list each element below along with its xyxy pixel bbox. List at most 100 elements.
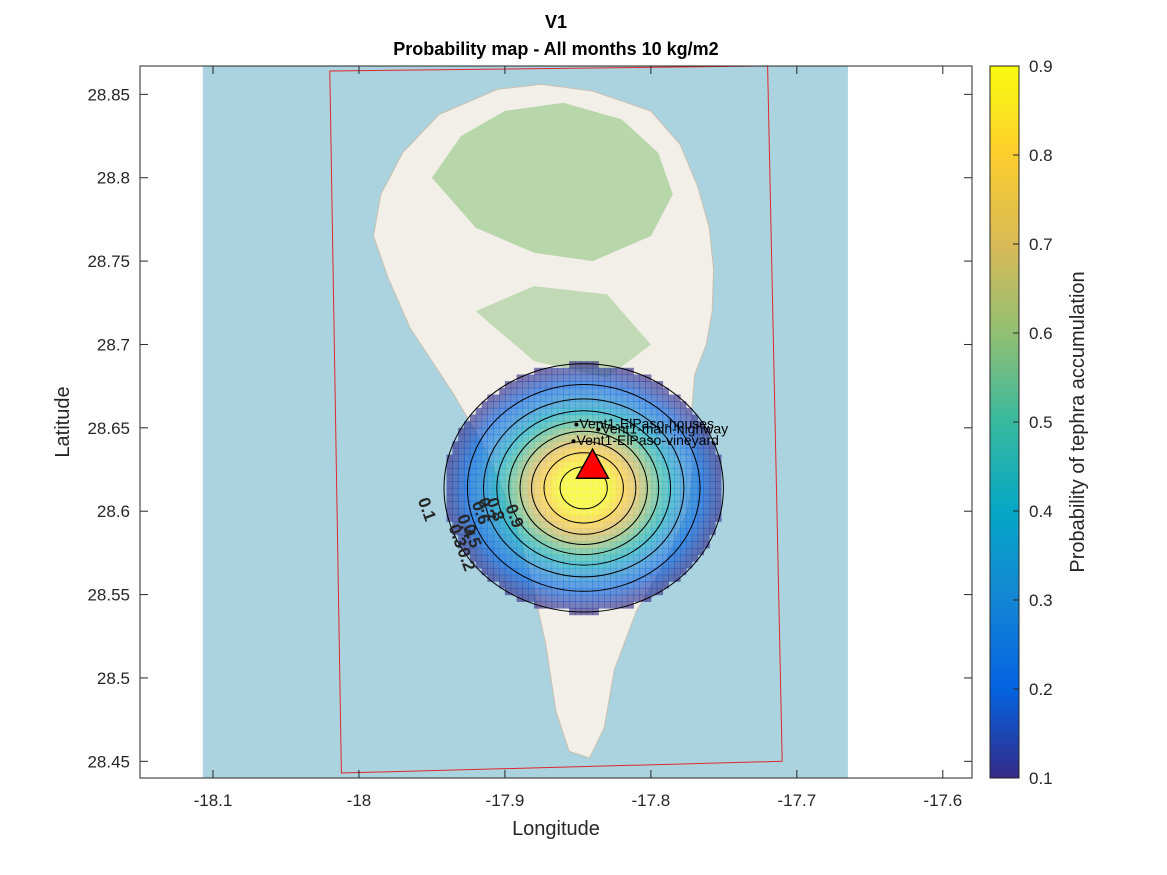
heatmap-cell xyxy=(645,381,652,389)
heatmap-cell xyxy=(592,374,599,382)
heatmap-cell xyxy=(481,487,488,496)
heatmap-cell xyxy=(516,421,523,429)
heatmap-cell xyxy=(499,481,506,489)
heatmap-cell xyxy=(504,474,512,482)
heatmap-cell xyxy=(575,434,582,442)
heatmap-cell xyxy=(645,447,652,456)
heatmap-cell xyxy=(504,527,512,536)
heatmap-cell xyxy=(522,374,529,382)
heatmap-cell xyxy=(575,481,582,489)
heatmap-cell xyxy=(627,501,634,509)
heatmap-cell xyxy=(645,407,652,416)
heatmap-cell xyxy=(639,401,646,409)
heatmap-cell xyxy=(551,501,558,509)
heatmap-cell xyxy=(569,567,576,576)
heatmap-cell xyxy=(446,461,453,469)
heatmap-cell xyxy=(627,587,634,596)
heatmap-cell xyxy=(650,561,658,569)
heatmap-cell xyxy=(499,574,506,582)
colorbar-label: Probability of tephra accumulation xyxy=(1067,271,1089,572)
heatmap-cell xyxy=(557,441,564,449)
heatmap-cell xyxy=(633,501,640,509)
heatmap-cell xyxy=(469,454,477,462)
heatmap-cell xyxy=(464,467,471,476)
heatmap-cell xyxy=(598,507,605,516)
heatmap-cell xyxy=(645,541,652,549)
heatmap-cell xyxy=(674,561,681,569)
heatmap-cell xyxy=(575,361,582,369)
heatmap-cell xyxy=(516,474,523,482)
heatmap-cell xyxy=(639,381,646,389)
heatmap-cell xyxy=(493,534,500,542)
heatmap-cell xyxy=(493,434,500,442)
heatmap-cell xyxy=(650,447,658,456)
heatmap-cell xyxy=(615,561,623,569)
heatmap-cell xyxy=(510,427,518,436)
heatmap-cell xyxy=(528,387,535,396)
heatmap-cell xyxy=(604,494,611,502)
heatmap-cell xyxy=(592,594,599,602)
heatmap-cell xyxy=(534,367,541,376)
heatmap-cell xyxy=(598,381,605,389)
heatmap-cell xyxy=(469,447,477,456)
heatmap-cell xyxy=(563,554,570,562)
heatmap-cell xyxy=(487,441,494,449)
heatmap-cell xyxy=(563,581,570,589)
heatmap-cell xyxy=(551,454,558,462)
heatmap-cell xyxy=(656,554,664,562)
heatmap-cell xyxy=(615,574,623,582)
heatmap-cell xyxy=(504,494,512,502)
heatmap-cell xyxy=(481,474,488,482)
heatmap-cell xyxy=(621,554,629,562)
heatmap-cell xyxy=(639,521,646,529)
heatmap-cell xyxy=(615,541,623,549)
heatmap-cell xyxy=(475,527,483,536)
heatmap-cell xyxy=(715,481,722,489)
heatmap-cell xyxy=(557,521,564,529)
heatmap-cell xyxy=(639,567,646,576)
heatmap-cell xyxy=(592,494,599,502)
heatmap-cell xyxy=(586,481,594,489)
y-tick-label: 28.8 xyxy=(97,169,130,188)
heatmap-cell xyxy=(650,501,658,509)
heatmap-cell xyxy=(598,601,605,609)
heatmap-cell xyxy=(557,461,564,469)
heatmap-cell xyxy=(668,554,675,562)
heatmap-cell xyxy=(569,394,576,402)
heatmap-cell xyxy=(615,414,623,422)
heatmap-cell xyxy=(680,561,687,569)
heatmap-cell xyxy=(615,454,623,462)
heatmap-cell xyxy=(481,481,488,489)
heatmap-cell xyxy=(598,441,605,449)
heatmap-cell xyxy=(481,454,488,462)
heatmap-cell xyxy=(639,581,646,589)
heatmap-cell xyxy=(469,514,477,522)
heatmap-cell xyxy=(569,447,576,456)
heatmap-cell xyxy=(551,561,558,569)
heatmap-cell xyxy=(674,414,681,422)
heatmap-cell xyxy=(674,474,681,482)
heatmap-cell xyxy=(569,427,576,436)
heatmap-cell xyxy=(464,494,471,502)
heatmap-cell xyxy=(528,547,535,556)
heatmap-cell xyxy=(487,507,494,516)
heatmap-cell xyxy=(493,427,500,436)
heatmap-cell xyxy=(685,487,693,496)
chart-subtitle: Probability map - All months 10 kg/m2 xyxy=(393,39,718,59)
heatmap-cell xyxy=(650,574,658,582)
heatmap-cell xyxy=(446,467,453,476)
heatmap-cell xyxy=(539,574,547,582)
heatmap-cell xyxy=(627,527,634,536)
heatmap-cell xyxy=(586,514,594,522)
heatmap-cell xyxy=(645,567,652,576)
heatmap-cell xyxy=(534,574,541,582)
contour-line-0.6 xyxy=(519,430,648,545)
heatmap-cell xyxy=(575,534,582,542)
heatmap-cell xyxy=(639,534,646,542)
heatmap-cell xyxy=(464,514,471,522)
heatmap-cell xyxy=(516,494,523,502)
heatmap-cell xyxy=(534,387,541,396)
heatmap-cell xyxy=(615,474,623,482)
heatmap-cell xyxy=(598,587,605,596)
